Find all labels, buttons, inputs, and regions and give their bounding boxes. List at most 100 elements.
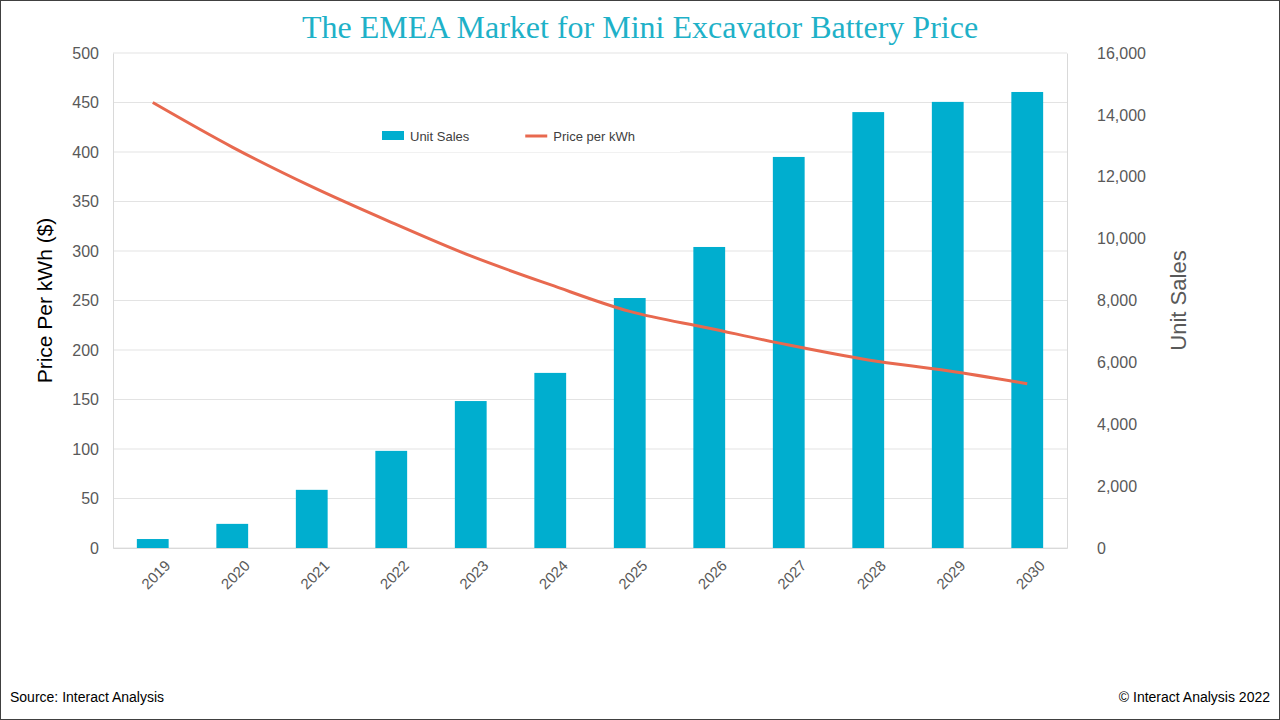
y-axis-title: Price Per kWh ($) [33, 218, 56, 384]
tick: 250 [72, 292, 113, 309]
grid-line [113, 548, 1067, 549]
chart: 0 50 100 150 200 250 300 350 400 450 500 0 2,000 4,00… [0, 0, 1280, 720]
bar [693, 247, 725, 548]
bar [773, 157, 805, 548]
tick: 2022 [376, 548, 412, 592]
tick: 500 [72, 45, 113, 62]
title: The EMEA Market for Mini Excavator Batte… [302, 9, 978, 45]
legend-swatch [525, 135, 547, 138]
tick-label: 2,000 [1097, 478, 1137, 495]
axis-line [114, 548, 1068, 549]
tick-label: 450 [72, 94, 99, 111]
line [153, 103, 1028, 384]
tick-label: 14,000 [1097, 106, 1146, 123]
tick: 100 [72, 441, 113, 458]
tick-label: 200 [72, 342, 99, 359]
tick-label: 0 [1097, 540, 1106, 557]
plot-area [137, 92, 1043, 548]
tick-label: 6,000 [1097, 354, 1137, 371]
grid-line [113, 498, 1067, 499]
tick: 10,000 [1067, 230, 1146, 247]
grid-line [113, 251, 1067, 252]
grid-line [113, 201, 1067, 202]
tick-label: 2022 [376, 557, 412, 593]
bar [614, 298, 646, 548]
tick-label: 100 [72, 441, 99, 458]
bar [1011, 92, 1043, 548]
tick: 0 [1067, 540, 1106, 557]
tick-label: 2025 [615, 557, 651, 593]
tick: 14,000 [1067, 106, 1146, 123]
tick: 0 [90, 540, 113, 557]
tick-label: 400 [72, 144, 99, 161]
tick-label: 2023 [456, 557, 492, 593]
legend: Unit Sales Price per kWh [330, 120, 680, 152]
bar [932, 102, 964, 548]
tick-label: 50 [81, 490, 99, 507]
tick: 2025 [615, 548, 651, 592]
tick-label: 250 [72, 292, 99, 309]
tick: 300 [72, 243, 113, 260]
tick-label: 2029 [933, 557, 969, 593]
tick-label: 350 [72, 193, 99, 210]
tick: 4,000 [1067, 416, 1137, 433]
bar [455, 401, 487, 548]
annotation: © Interact Analysis 2022 [1119, 689, 1270, 705]
tick: 400 [72, 144, 113, 161]
tick: 450 [72, 94, 113, 111]
bar [852, 112, 884, 548]
tick: 2024 [535, 548, 571, 592]
tick: 2,000 [1067, 478, 1137, 495]
tick: 16,000 [1067, 45, 1146, 62]
tick-label: 2026 [694, 557, 730, 593]
tick: 6,000 [1067, 354, 1137, 371]
tick-label: 2020 [217, 557, 253, 593]
tick: 8,000 [1067, 292, 1137, 309]
tick-label: 2027 [774, 557, 810, 593]
frame [1, 1, 1280, 720]
tick-label: 8,000 [1097, 292, 1137, 309]
tick: 2026 [694, 548, 730, 592]
tick-label: 150 [72, 391, 99, 408]
axis-line [1067, 54, 1068, 549]
x-axis: 2019 2020 2021 2022 2023 2024 2025 2026 2027 2028… [114, 548, 1068, 592]
tick: 2021 [297, 548, 333, 592]
tick-label: 4,000 [1097, 416, 1137, 433]
tick-label: 2021 [297, 557, 333, 593]
annotation: Source: Interact Analysis [10, 689, 164, 705]
legend-label: Unit Sales [410, 129, 470, 144]
grid [113, 53, 1067, 548]
bar [296, 490, 328, 548]
axis-line [113, 54, 114, 549]
tick-label: 10,000 [1097, 230, 1146, 247]
legend-box [330, 120, 680, 152]
legend-label: Price per kWh [553, 129, 635, 144]
tick: 2020 [217, 548, 253, 592]
tick: 2028 [853, 548, 889, 592]
tick: 150 [72, 391, 113, 408]
bar [216, 524, 248, 548]
tick-label: 2028 [853, 557, 889, 593]
y2-axis-title: Unit Sales [1166, 250, 1191, 350]
tick: 50 [81, 490, 113, 507]
tick-label: 0 [90, 540, 99, 557]
tick: 2023 [456, 548, 492, 592]
grid-line [113, 350, 1067, 351]
tick-label: 2019 [138, 557, 174, 593]
grid-line [113, 449, 1067, 450]
bar [137, 539, 169, 548]
tick-label: 2030 [1012, 557, 1048, 593]
legend-swatch [382, 131, 404, 140]
tick-label: 12,000 [1097, 168, 1146, 185]
y2-axis: 0 2,000 4,000 6,000 8,000 10,000 12,000 14,000 1… [1067, 45, 1146, 557]
tick-label: 16,000 [1097, 45, 1146, 62]
tick: 350 [72, 193, 113, 210]
tick: 2029 [933, 548, 969, 592]
bar [534, 373, 566, 548]
y-axis: 0 50 100 150 200 250 300 350 400 450 500 [72, 45, 113, 557]
tick-label: 2024 [535, 557, 571, 593]
grid-line [113, 102, 1067, 103]
grid-line [113, 53, 1067, 54]
tick: 200 [72, 342, 113, 359]
bar [375, 451, 407, 548]
